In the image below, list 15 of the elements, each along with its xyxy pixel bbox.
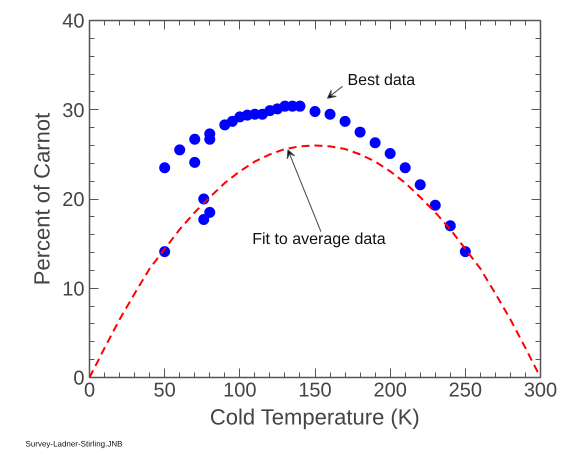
y-tick-label: 20	[62, 189, 85, 211]
annotation: Best data	[348, 72, 416, 89]
x-axis-title: Cold Temperature (K)	[210, 404, 420, 430]
x-tick-label: 100	[223, 380, 257, 402]
x-tick-label: 200	[373, 380, 407, 402]
y-tick-label: 30	[62, 100, 85, 122]
annotation: Fit to average data	[252, 231, 386, 248]
y-tick-label: 40	[62, 10, 85, 32]
text: Survey-Ladner-Stirling.JNB	[26, 440, 122, 448]
y-axis-title: Percent of Carnot	[29, 112, 54, 286]
y-tick-label: 10	[62, 278, 85, 300]
x-tick-label: 250	[448, 380, 482, 402]
x-tick-label: 150	[298, 380, 332, 402]
x-tick-label: 300	[524, 380, 558, 402]
x-tick-label: 50	[154, 380, 176, 402]
